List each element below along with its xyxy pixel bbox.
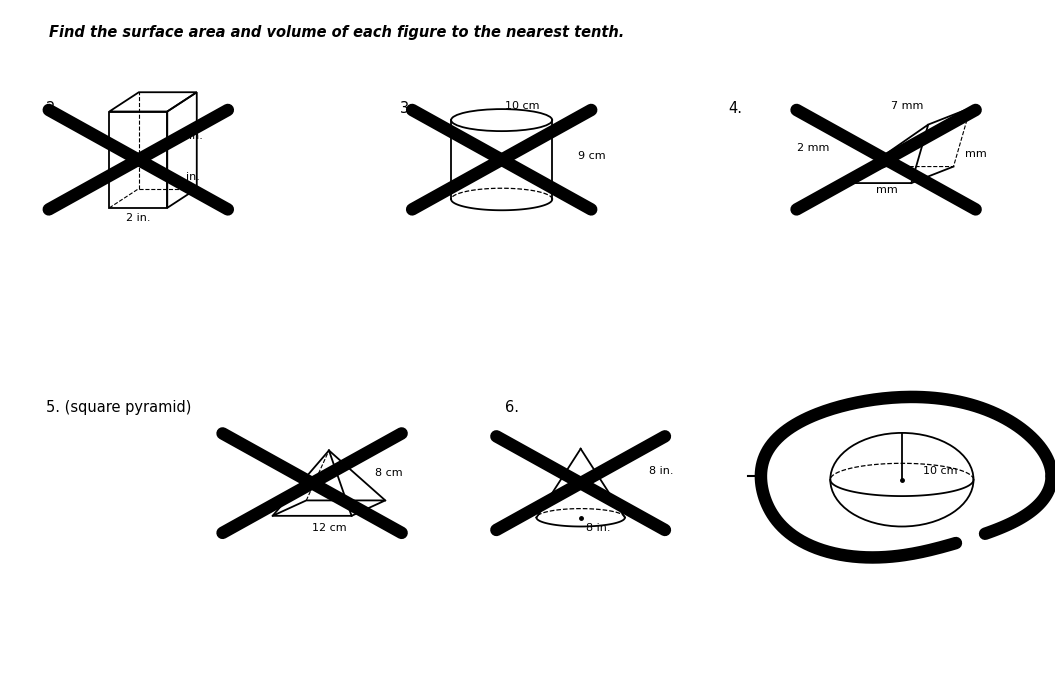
Text: 9 cm: 9 cm bbox=[578, 151, 605, 161]
Text: mm: mm bbox=[965, 149, 987, 159]
Text: 2 in.: 2 in. bbox=[126, 214, 150, 223]
Text: 8 cm: 8 cm bbox=[375, 468, 403, 477]
Text: 4.: 4. bbox=[729, 101, 742, 115]
Text: 7 mm: 7 mm bbox=[891, 101, 924, 111]
Text: 2.: 2. bbox=[45, 101, 60, 115]
Text: 2 mm: 2 mm bbox=[796, 143, 829, 153]
Text: 10 cm: 10 cm bbox=[923, 466, 958, 476]
Text: 10 cm: 10 cm bbox=[505, 101, 540, 111]
Text: 6.: 6. bbox=[505, 400, 518, 415]
Text: 5. (square pyramid): 5. (square pyramid) bbox=[45, 400, 191, 415]
Text: in.: in. bbox=[189, 131, 203, 140]
Text: in.: in. bbox=[186, 172, 200, 182]
Text: Find the surface area and volume of each figure to the nearest tenth.: Find the surface area and volume of each… bbox=[49, 26, 624, 41]
Text: 8 in.: 8 in. bbox=[586, 523, 610, 533]
Text: mm: mm bbox=[875, 185, 898, 195]
Text: 3.: 3. bbox=[399, 101, 413, 115]
Text: 12 cm: 12 cm bbox=[313, 523, 346, 533]
Text: 8 in.: 8 in. bbox=[649, 466, 674, 476]
